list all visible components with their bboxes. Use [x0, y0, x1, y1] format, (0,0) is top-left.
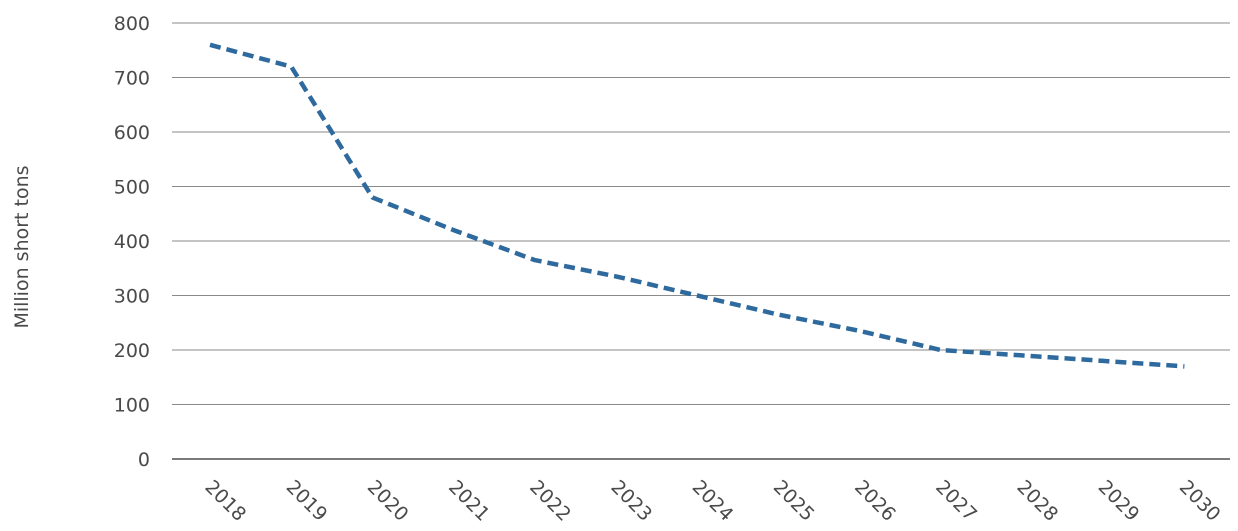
x-tick-label-2019: 2019 [282, 476, 332, 526]
y-tick-label-600: 600 [114, 122, 150, 144]
x-tick-label-2030: 2030 [1175, 476, 1225, 526]
y-tick-label-800: 800 [114, 13, 150, 35]
y-axis-title: Million short tons [11, 165, 33, 328]
x-tick-label-2025: 2025 [769, 476, 819, 526]
y-axis-tick-labels: 0 100 200 300 400 500 600 700 800 [114, 13, 150, 471]
x-tick-label-2020: 2020 [363, 476, 413, 526]
y-tick-label-700: 700 [114, 68, 150, 90]
y-tick-label-100: 100 [114, 395, 150, 417]
series-lines [209, 42, 1185, 369]
x-tick-label-2021: 2021 [444, 476, 494, 526]
x-tick-label-2022: 2022 [525, 476, 575, 526]
x-tick-label-2028: 2028 [1012, 476, 1062, 526]
x-axis-tick-labels: 2018 2019 2020 2021 2022 2023 2024 2025 2026 2027… [200, 476, 1224, 526]
x-tick-label-2023: 2023 [606, 476, 656, 526]
y-tick-label-0: 0 [138, 449, 150, 471]
x-tick-label-2018: 2018 [200, 476, 250, 526]
x-tick-label-2029: 2029 [1094, 476, 1144, 526]
series-line-0 [209, 42, 1185, 369]
x-tick-label-2027: 2027 [931, 476, 981, 526]
gridlines [172, 22, 1230, 460]
y-tick-label-200: 200 [114, 340, 150, 362]
y-tick-label-300: 300 [114, 286, 150, 308]
x-tick-label-2024: 2024 [688, 476, 738, 526]
x-tick-label-2026: 2026 [850, 476, 900, 526]
y-tick-label-500: 500 [114, 177, 150, 199]
y-tick-label-400: 400 [114, 231, 150, 253]
